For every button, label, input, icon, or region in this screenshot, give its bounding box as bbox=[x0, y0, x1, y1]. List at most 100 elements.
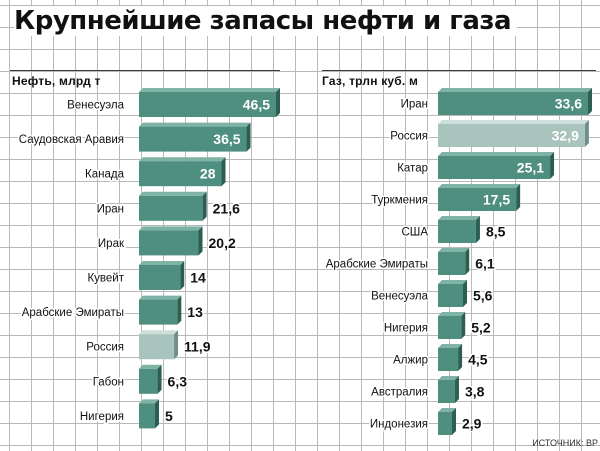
gas-bar bbox=[438, 92, 588, 115]
gas-value-label: 4,5 bbox=[468, 352, 488, 368]
oil-bar-side bbox=[276, 88, 280, 117]
oil-category-label: Россия bbox=[86, 342, 124, 354]
gas-value-label: 3,8 bbox=[465, 384, 485, 400]
gas-category-label: Иран bbox=[401, 99, 428, 111]
gas-category-label: Венесуэла bbox=[371, 291, 429, 303]
gas-bar-top bbox=[438, 248, 470, 252]
gas-bar-side bbox=[458, 344, 463, 371]
gas-value-label: 2,9 bbox=[462, 416, 482, 432]
oil-category-label: Венесуэла bbox=[67, 100, 125, 112]
gas-category-label: Катар bbox=[397, 163, 428, 175]
oil-bar-top bbox=[139, 157, 226, 162]
oil-bar bbox=[139, 92, 276, 117]
oil-bar-side bbox=[180, 261, 185, 290]
gas-value-label: 8,5 bbox=[486, 224, 506, 240]
gas-bar-top bbox=[438, 408, 456, 412]
oil-value-label: 14 bbox=[190, 270, 206, 286]
oil-bar bbox=[139, 195, 203, 221]
gas-bar bbox=[438, 380, 455, 403]
gas-category-label: Индонезия bbox=[370, 419, 428, 431]
gas-bar-side bbox=[454, 376, 459, 403]
gas-bar bbox=[438, 220, 476, 243]
gas-bar bbox=[438, 284, 463, 307]
oil-bar bbox=[139, 334, 175, 360]
oil-bar-side bbox=[174, 330, 179, 360]
gas-bar-side bbox=[516, 184, 521, 211]
oil-value-label: 20,2 bbox=[209, 235, 236, 251]
gas-bar-top bbox=[438, 216, 480, 220]
oil-bar-top bbox=[139, 191, 207, 196]
oil-value-label: 13 bbox=[187, 304, 203, 320]
oil-value-label: 6,3 bbox=[168, 373, 188, 389]
oil-category-label: Кувейт bbox=[87, 273, 124, 285]
gas-bar-top bbox=[438, 280, 467, 284]
gas-bar-side bbox=[550, 152, 555, 179]
gas-bar-top bbox=[438, 152, 555, 156]
gas-bar-side bbox=[465, 248, 470, 275]
oil-bar-side bbox=[177, 295, 182, 325]
gas-bar-side bbox=[584, 120, 589, 147]
gas-bar-top bbox=[438, 88, 592, 92]
gas-value-label: 33,6 bbox=[555, 96, 582, 112]
gas-bar-top bbox=[438, 120, 589, 124]
oil-bar-top bbox=[139, 261, 185, 265]
gas-bar-side bbox=[588, 88, 592, 115]
oil-bar-side bbox=[221, 157, 226, 187]
source-note: ИСТОЧНИК: BP bbox=[532, 438, 598, 448]
oil-category-label: Саудовская Аравия bbox=[19, 134, 124, 146]
gas-category-label: США bbox=[401, 227, 428, 239]
gas-bar bbox=[438, 124, 585, 147]
gas-category-label: Туркмения bbox=[371, 195, 428, 207]
gas-value-label: 25,1 bbox=[517, 160, 544, 176]
oil-bar bbox=[139, 368, 158, 394]
oil-bar bbox=[139, 126, 247, 152]
gas-bar bbox=[438, 348, 459, 371]
oil-category-label: Нигерия bbox=[80, 411, 124, 423]
gas-bar bbox=[438, 412, 452, 435]
gas-bar-side bbox=[475, 216, 480, 243]
gas-bar-top bbox=[438, 184, 521, 188]
oil-unit-label: Нефть, млрд т bbox=[12, 74, 101, 88]
oil-category-label: Габон bbox=[93, 376, 124, 388]
oil-category-label: Иран bbox=[97, 203, 124, 215]
oil-bar bbox=[139, 403, 155, 429]
gas-category-label: Арабские Эмираты bbox=[326, 259, 428, 271]
oil-value-label: 11,9 bbox=[184, 339, 211, 355]
oil-value-label: 21,6 bbox=[213, 200, 240, 216]
oil-value-label: 36,5 bbox=[213, 131, 240, 147]
gas-bar-side bbox=[463, 280, 467, 307]
oil-bar bbox=[139, 230, 199, 256]
gas-bar bbox=[438, 156, 551, 179]
gas-value-label: 6,1 bbox=[475, 256, 495, 272]
oil-value-label: 46,5 bbox=[243, 97, 270, 113]
oil-bar-side bbox=[157, 364, 162, 394]
chart-title: Крупнейшие запасы нефти и газа bbox=[14, 6, 518, 36]
gas-unit-label: Газ, трлн куб. м bbox=[322, 74, 419, 88]
oil-category-label: Арабские Эмираты bbox=[22, 307, 124, 319]
oil-bar-top bbox=[139, 399, 159, 404]
oil-bar-side bbox=[198, 226, 203, 256]
oil-bar-top bbox=[139, 364, 162, 369]
gas-header-rule bbox=[322, 70, 596, 71]
gas-category-label: Россия bbox=[390, 131, 428, 143]
oil-value-label: 5 bbox=[165, 408, 173, 424]
oil-bar-side bbox=[155, 399, 159, 429]
oil-value-label: 28 bbox=[200, 166, 216, 182]
gas-value-label: 32,9 bbox=[552, 128, 579, 144]
oil-bar-top bbox=[139, 330, 179, 335]
oil-bar-side bbox=[202, 191, 207, 221]
gas-bar bbox=[438, 316, 462, 339]
oil-bar bbox=[139, 265, 181, 290]
gas-value-label: 17,5 bbox=[483, 192, 510, 208]
gas-bar-side bbox=[452, 408, 456, 435]
gas-category-label: Нигерия bbox=[384, 323, 428, 335]
gas-category-label: Австралия bbox=[371, 387, 428, 399]
oil-bar bbox=[139, 161, 222, 187]
gas-value-label: 5,2 bbox=[471, 320, 491, 336]
gas-bar-top bbox=[438, 312, 466, 316]
oil-bar-top bbox=[139, 295, 182, 300]
gas-bar bbox=[438, 252, 466, 275]
oil-header-rule bbox=[10, 70, 280, 71]
gas-category-label: Алжир bbox=[393, 355, 428, 367]
